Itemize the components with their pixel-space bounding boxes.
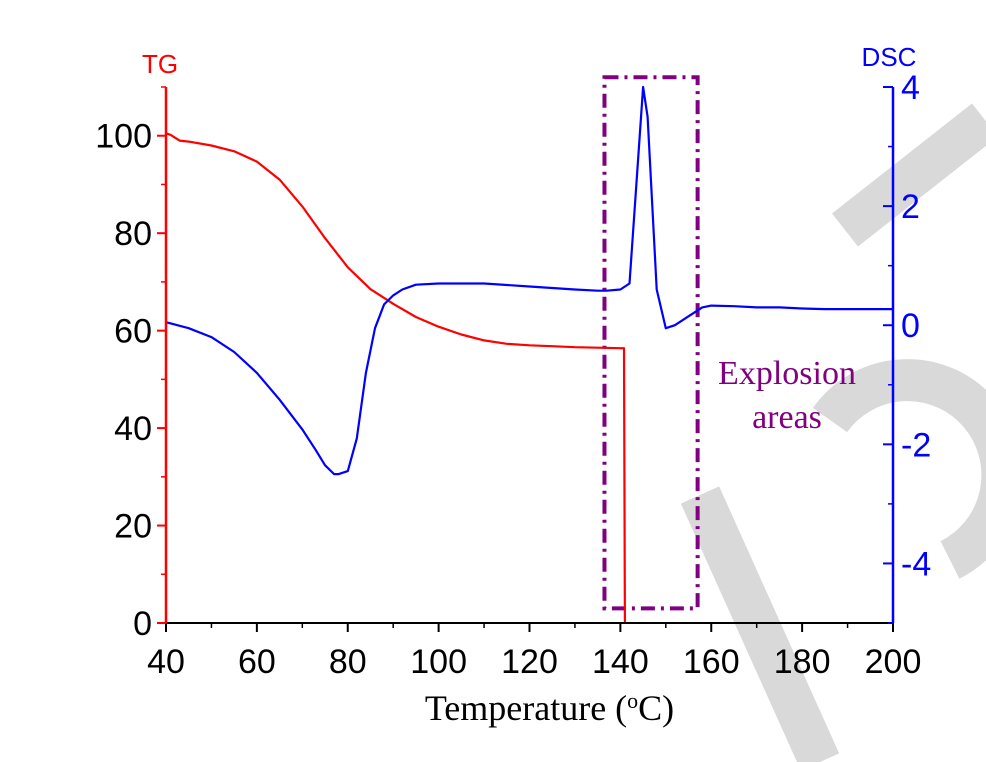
- x-axis-label: Temperature (oC): [425, 688, 674, 729]
- annotation-line-2: areas: [752, 399, 822, 436]
- explosion-area-rect: [602, 75, 700, 611]
- annotation-line-1: Explosion: [718, 355, 856, 392]
- x-axis-label-suffix: C): [638, 688, 674, 728]
- left-tick-label-100: 100: [95, 118, 152, 156]
- x-axis-label-prefix: Temperature (: [425, 688, 627, 728]
- right-tick-label-0: 0: [901, 307, 920, 345]
- right-tick-label--4: -4: [901, 545, 931, 583]
- x-tick-label-120: 120: [501, 643, 558, 681]
- left-tick-label-0: 0: [133, 605, 152, 643]
- x-tick-label-40: 40: [147, 643, 185, 681]
- x-tick-label-140: 140: [592, 643, 649, 681]
- right-tick-label--2: -2: [901, 426, 931, 464]
- axes-layer: 40 60 80 100 120 140 160 180 200020406080100-4-2…: [95, 69, 931, 681]
- x-tick-label-100: 100: [410, 643, 467, 681]
- series-line-dsc: [165, 85, 893, 476]
- left-tick-label-40: 40: [114, 410, 152, 448]
- series-layer: [165, 85, 893, 624]
- x-axis-label-superscript: o: [627, 688, 638, 713]
- x-tick-label-200: 200: [865, 643, 922, 681]
- right-axis-title: DSC: [862, 42, 917, 72]
- x-tick-label-60: 60: [238, 643, 276, 681]
- right-tick-label-4: 4: [901, 69, 920, 107]
- left-tick-label-60: 60: [114, 313, 152, 351]
- right-tick-label-2: 2: [901, 188, 920, 226]
- x-tick-label-160: 160: [683, 643, 740, 681]
- left-tick-label-80: 80: [114, 215, 152, 253]
- x-tick-label-80: 80: [329, 643, 367, 681]
- x-tick-label-180: 180: [774, 643, 831, 681]
- series-line-tg: [165, 132, 626, 624]
- watermark: [680, 103, 986, 762]
- explosion-area-box: [602, 75, 700, 611]
- left-axis-title: TG: [142, 49, 178, 79]
- left-tick-label-20: 20: [114, 508, 152, 546]
